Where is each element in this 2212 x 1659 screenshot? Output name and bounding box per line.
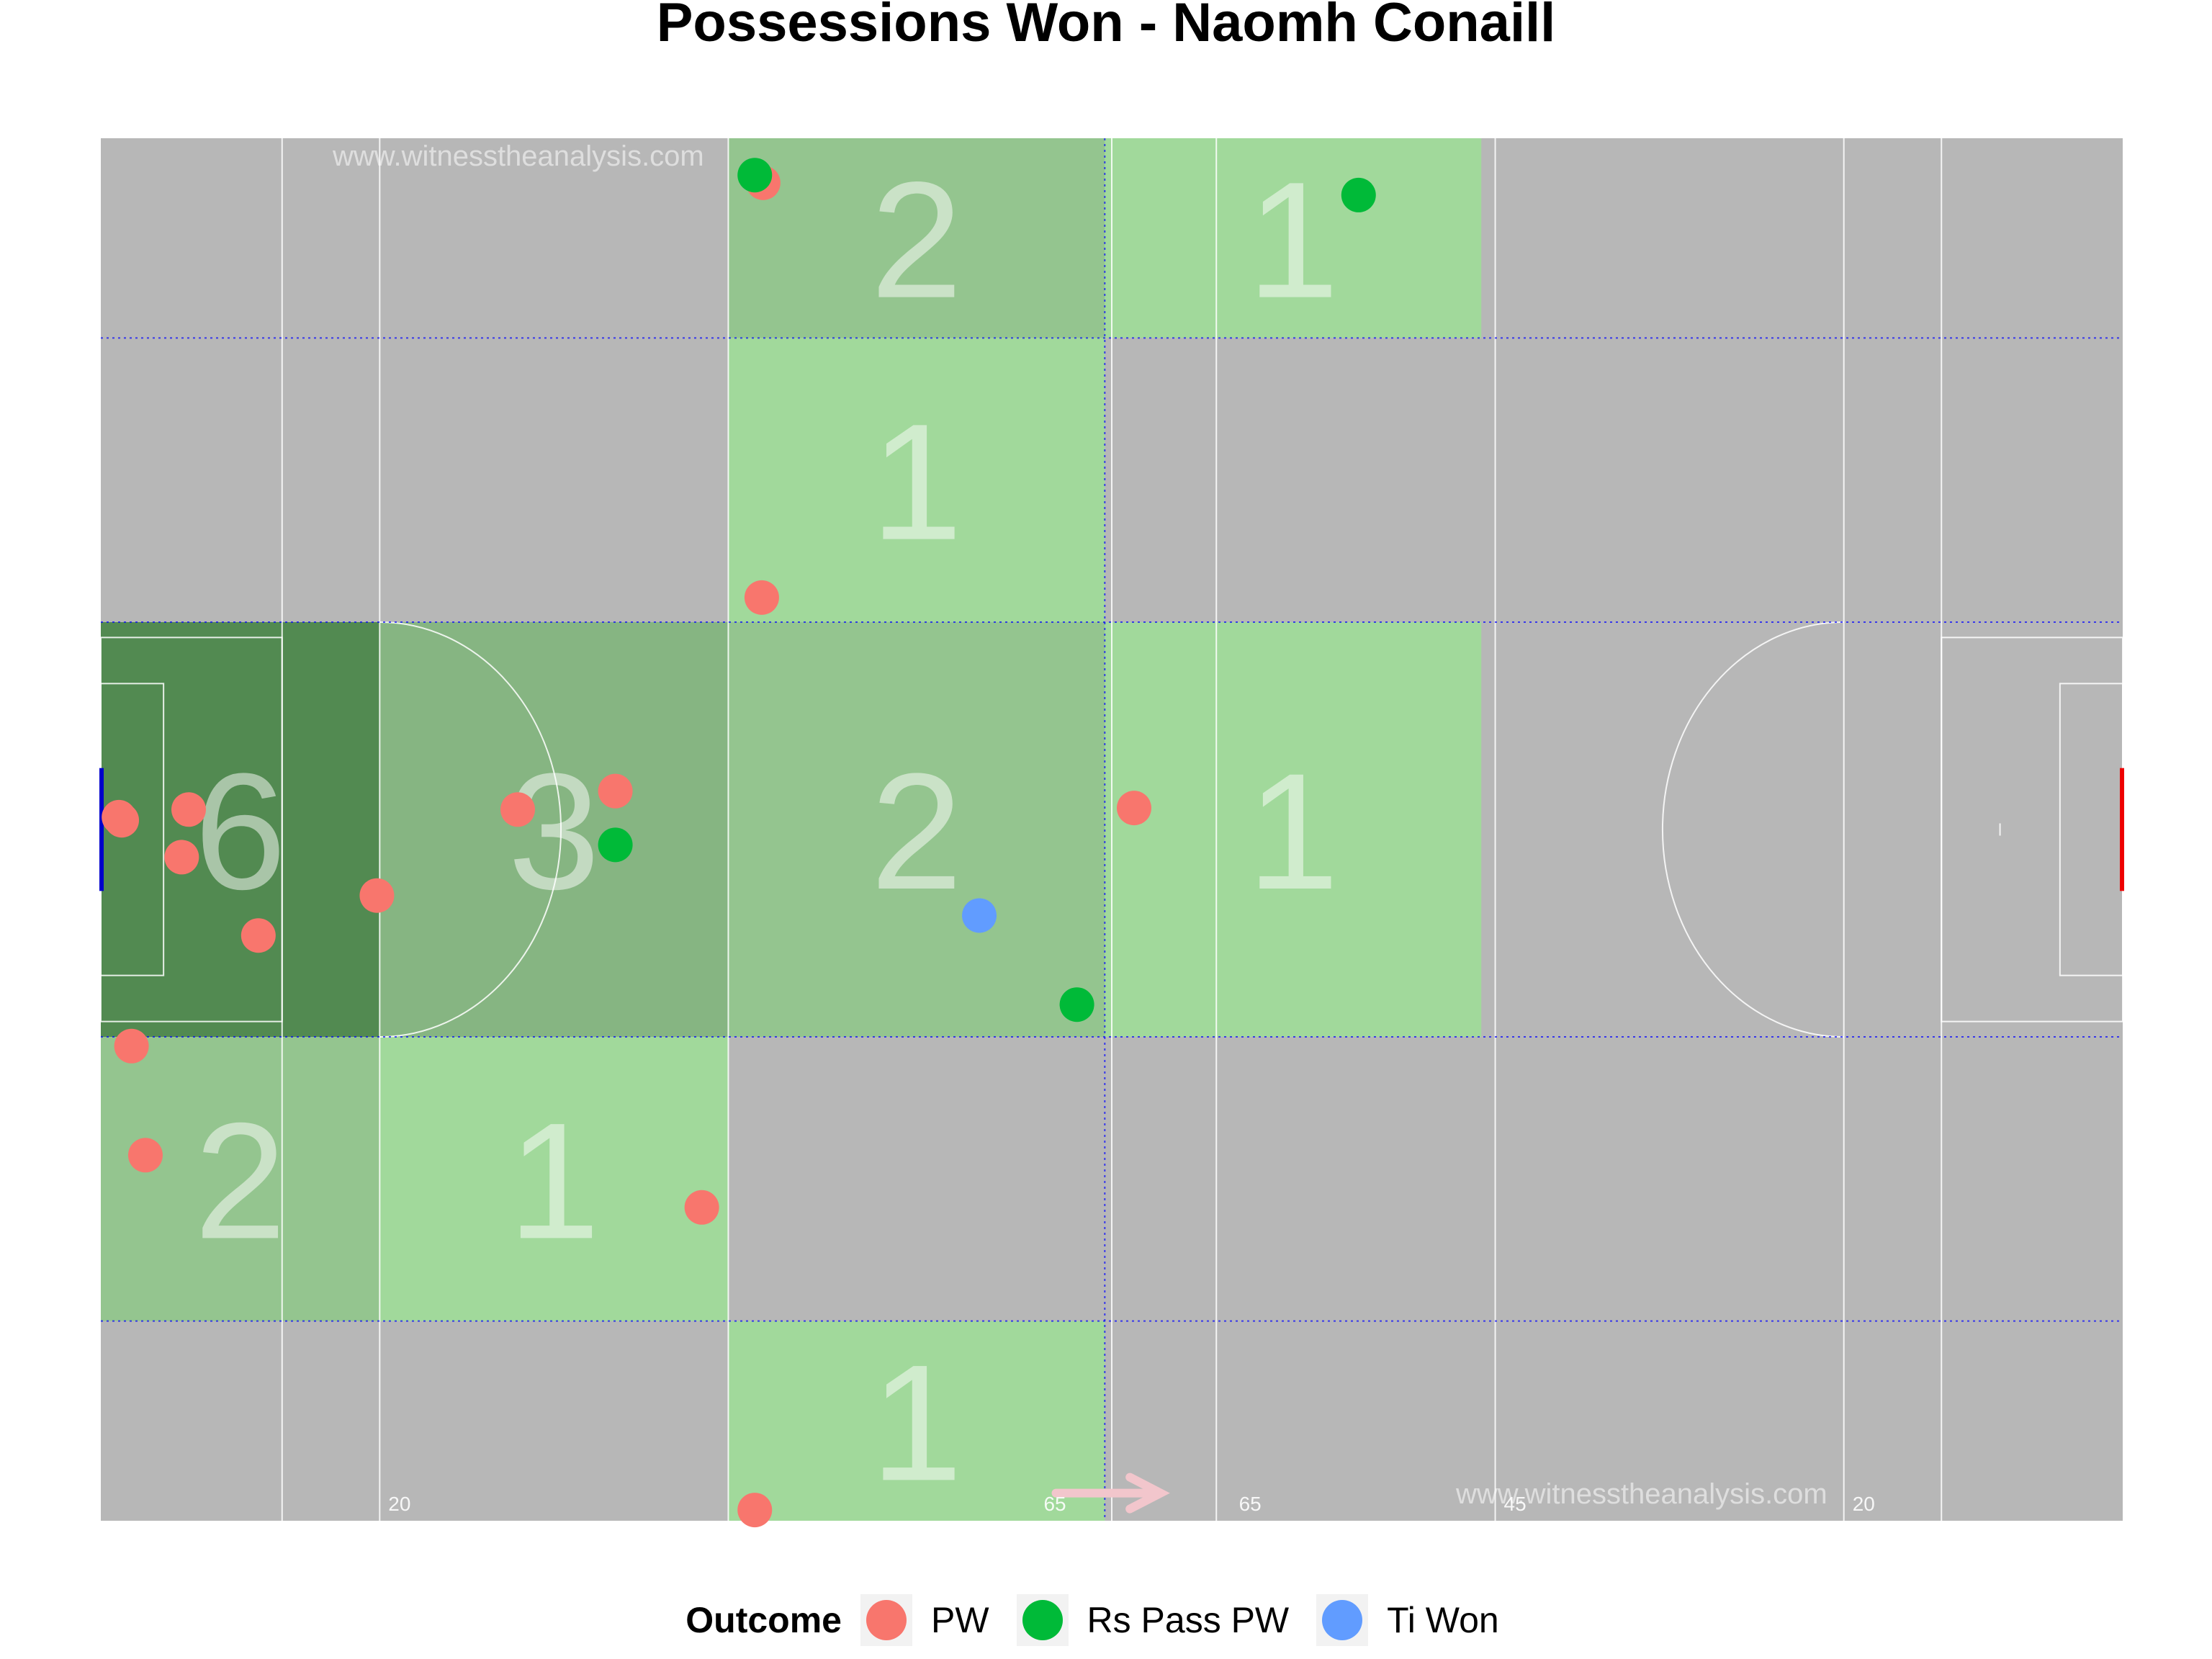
watermark: www.witnesstheanalysis.com (1455, 1478, 1827, 1510)
point-pw (744, 580, 779, 615)
legend-item-pw: PW (860, 1594, 989, 1646)
point-pw (104, 803, 140, 838)
zone-rect (101, 622, 380, 1037)
data-points (102, 158, 1376, 1528)
pitch-markings (99, 768, 2124, 1514)
point-pw (500, 792, 536, 827)
legend-dot-pw (866, 1600, 907, 1640)
zone-rect (728, 622, 1105, 1037)
goal-left (99, 768, 104, 891)
point-rs-pass-pw (1341, 177, 1376, 212)
legend-key (1316, 1594, 1369, 1646)
pitch-line-label: 45 (1504, 1493, 1527, 1515)
zone-count-label: 2 (194, 1088, 287, 1273)
point-pw (684, 1190, 719, 1225)
zone-count-label: 1 (871, 390, 963, 575)
zone-count-label: 1 (871, 1330, 963, 1515)
zone-count-label: 2 (871, 148, 963, 333)
legend-dot-rs-pass-pw (1022, 1600, 1063, 1640)
zone-rect (728, 338, 1105, 622)
legend-label-ti-won: Ti Won (1387, 1600, 1499, 1640)
point-rs-pass-pw (737, 158, 773, 193)
pitch-text: 20 65 65 45 20 www.witnesstheanalysis.com www.… (332, 140, 1875, 1515)
point-pw (114, 1028, 149, 1064)
pitch-line-label: 65 (1043, 1493, 1066, 1515)
zone-count-label: 1 (1247, 148, 1339, 333)
zone-rect (1105, 622, 1482, 1037)
zone-count-label: 6 (194, 739, 287, 924)
legend-item-rs-pass-pw: Rs Pass PW (1016, 1594, 1290, 1646)
point-pw (240, 918, 276, 953)
point-rs-pass-pw (1059, 987, 1094, 1022)
point-pw (737, 1493, 773, 1528)
zone-layer (101, 138, 1482, 1521)
point-pw (171, 792, 207, 827)
point-rs-pass-pw (598, 827, 633, 863)
direction-arrow-head (1125, 1473, 1170, 1514)
zone-count-label: 1 (508, 1088, 600, 1273)
point-pw (127, 1138, 163, 1173)
zone-rect (379, 622, 729, 1037)
pitch-line-label: 65 (1239, 1493, 1262, 1515)
point-pw (1116, 791, 1151, 826)
point-pw (359, 878, 395, 913)
legend-key (860, 1594, 912, 1646)
point-ti-won (962, 898, 997, 933)
zone-rect (101, 1037, 380, 1321)
chart-title: Possessions Won - Naomh Conaill (656, 0, 1556, 53)
pitch-chart: 2 116 3 2 12 11 20 65 65 45 20www.witnesstheanaly… (99, 138, 2124, 1528)
goal-right (2120, 768, 2124, 891)
pitch-line-label: 20 (1853, 1493, 1875, 1515)
watermark: www.witnesstheanalysis.com (332, 140, 704, 172)
zone-rect (728, 138, 1105, 338)
point-pw (598, 773, 633, 809)
point-pw (164, 840, 199, 875)
zone-rect (1105, 138, 1482, 338)
legend-label-pw: PW (930, 1600, 989, 1640)
zone-rect (728, 1321, 1105, 1521)
arc-left (379, 621, 562, 1038)
legend-label-rs-pass-pw: Rs Pass PW (1087, 1600, 1290, 1640)
zone-count-label: 3 (508, 739, 600, 924)
legend-item-ti-won: Ti Won (1316, 1594, 1499, 1646)
arc-right (1661, 621, 1844, 1038)
zone-rect (379, 1037, 729, 1321)
pitch-line-label: 20 (388, 1493, 410, 1515)
zone-count-label: 1 (1247, 739, 1339, 924)
zone-count-labels: 2 1 1 6 3 2 1 2 1 1 (194, 148, 1339, 1516)
legend-title: Outcome (685, 1600, 842, 1640)
legend-dot-ti-won (1322, 1600, 1363, 1640)
zone-boundaries (101, 138, 2123, 1521)
legend: Outcome PW Rs Pass PW Ti Won (0, 1591, 2212, 1649)
legend-key (1016, 1594, 1069, 1646)
zone-count-label: 2 (871, 739, 963, 924)
